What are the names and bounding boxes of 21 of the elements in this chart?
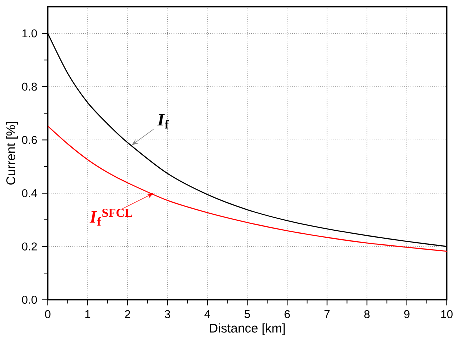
x-tick-label: 1: [86, 310, 91, 318]
y-tick-label: 1.0: [22, 30, 38, 38]
x-axis-title: Distance [km]: [210, 324, 285, 336]
x-tick-label: 4: [204, 310, 210, 318]
annotation: I$_{f}$: [158, 114, 170, 129]
y-tick-label: 0.2: [22, 242, 38, 251]
y-tick-label: 0.8: [22, 82, 38, 91]
x-tick-label: 7: [324, 310, 330, 318]
x-tick-label: 0: [45, 310, 51, 318]
x-tick-label: 8: [364, 310, 370, 318]
y-tick-label: 0.6: [22, 136, 38, 144]
x-tick-label: 3: [164, 310, 170, 318]
y-tick-label: 0.4: [22, 189, 38, 198]
x-tick-label: 10: [442, 310, 453, 318]
x-tick-label: 9: [404, 310, 410, 318]
x-tick-label: 5: [244, 310, 250, 318]
annotation: I$_{f}$SFCL: [90, 208, 132, 226]
y-tick-label: 0.0: [22, 296, 38, 304]
x-tick-label: 6: [284, 310, 290, 318]
x-tick-label: 2: [125, 310, 130, 318]
y-axis-title: Current [%]: [6, 122, 18, 185]
